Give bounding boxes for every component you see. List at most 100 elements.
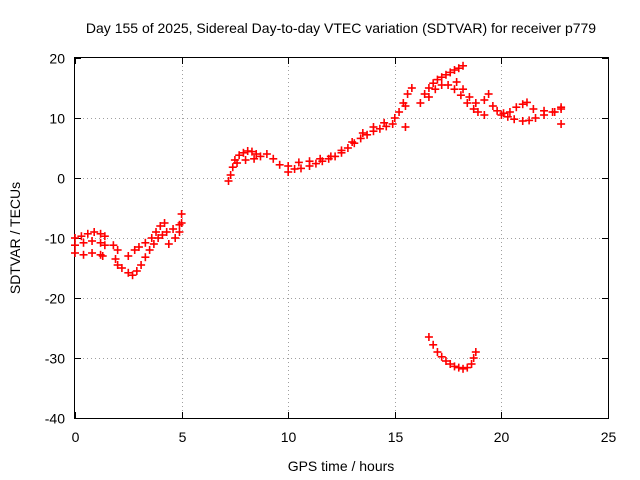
data-point [480, 111, 489, 119]
data-point [124, 268, 133, 277]
data-point [83, 229, 92, 238]
data-point [128, 271, 137, 280]
data-point [441, 70, 450, 79]
data-point [450, 362, 459, 371]
data-point [459, 61, 468, 70]
data-point [130, 246, 139, 254]
data-point [488, 102, 497, 110]
y-axis-label: SDTVAR / TECUs [7, 182, 23, 294]
data-point [296, 164, 305, 173]
data-point [388, 120, 397, 128]
data-point [484, 90, 493, 98]
data-point [529, 105, 538, 113]
data-point [171, 234, 180, 242]
data-point [269, 154, 278, 163]
data-point [503, 112, 512, 121]
data-point [420, 90, 429, 98]
data-point [456, 91, 465, 100]
data-point [429, 340, 438, 349]
y-tick-label: -20 [45, 291, 65, 307]
data-point [96, 229, 105, 238]
data-point [429, 79, 438, 88]
data-point [459, 364, 468, 373]
data-point [262, 150, 271, 158]
data-point [100, 241, 109, 250]
data-point [452, 78, 461, 86]
data-point [522, 98, 531, 107]
x-axis-label: GPS time / hours [288, 458, 395, 474]
data-point [337, 146, 346, 155]
data-point [235, 151, 244, 160]
y-tick-label: 10 [49, 111, 65, 127]
data-point [433, 75, 442, 84]
data-point [305, 157, 314, 166]
data-point [497, 111, 506, 119]
data-point [450, 85, 459, 94]
data-point [113, 246, 122, 254]
y-tick-label: -30 [45, 351, 65, 367]
data-points [71, 61, 566, 373]
data-point [531, 114, 540, 122]
data-point [480, 96, 489, 104]
data-point [250, 154, 259, 163]
data-point [510, 115, 519, 124]
data-point [316, 154, 325, 163]
data-point [390, 114, 399, 122]
data-point [518, 100, 527, 109]
data-point [79, 238, 88, 247]
data-point [471, 348, 480, 356]
data-point [493, 106, 502, 115]
data-point [224, 177, 233, 185]
data-point [233, 159, 242, 167]
data-point [98, 252, 107, 260]
data-point [100, 232, 109, 241]
data-point [375, 124, 384, 133]
data-point [113, 261, 122, 269]
data-point [424, 84, 433, 92]
data-point [407, 84, 416, 92]
data-point [469, 354, 478, 362]
data-point [463, 363, 472, 372]
data-point [444, 81, 453, 89]
data-point [343, 144, 352, 152]
data-point [156, 222, 165, 230]
x-tick-label: 15 [388, 429, 404, 445]
data-point [326, 152, 335, 161]
data-point [149, 240, 158, 248]
data-point [109, 241, 118, 250]
data-point [467, 360, 476, 368]
data-point [441, 357, 450, 365]
data-point [145, 246, 154, 254]
data-point [465, 93, 474, 101]
data-point [363, 130, 372, 139]
data-point [79, 250, 88, 259]
data-point [401, 123, 410, 131]
data-point [433, 348, 442, 356]
data-point [446, 68, 455, 77]
x-tick-label: 25 [601, 429, 617, 445]
data-point [124, 252, 133, 260]
data-point [111, 255, 120, 263]
data-point [117, 264, 126, 272]
data-point [431, 85, 440, 94]
data-point [228, 163, 237, 172]
data-point [90, 228, 99, 236]
data-point [469, 105, 478, 113]
y-tick-label: -40 [45, 411, 65, 427]
data-point [348, 138, 357, 146]
data-point [403, 90, 412, 98]
data-point [71, 234, 79, 242]
data-point [557, 120, 566, 128]
data-point [437, 73, 446, 82]
data-point [454, 363, 463, 372]
data-point [175, 228, 184, 236]
data-point [162, 228, 171, 236]
data-point [471, 99, 480, 107]
data-point [525, 116, 534, 125]
data-point [311, 159, 320, 168]
data-point [284, 168, 293, 176]
data-point [71, 249, 79, 257]
data-point [450, 66, 459, 74]
data-point [454, 64, 463, 73]
